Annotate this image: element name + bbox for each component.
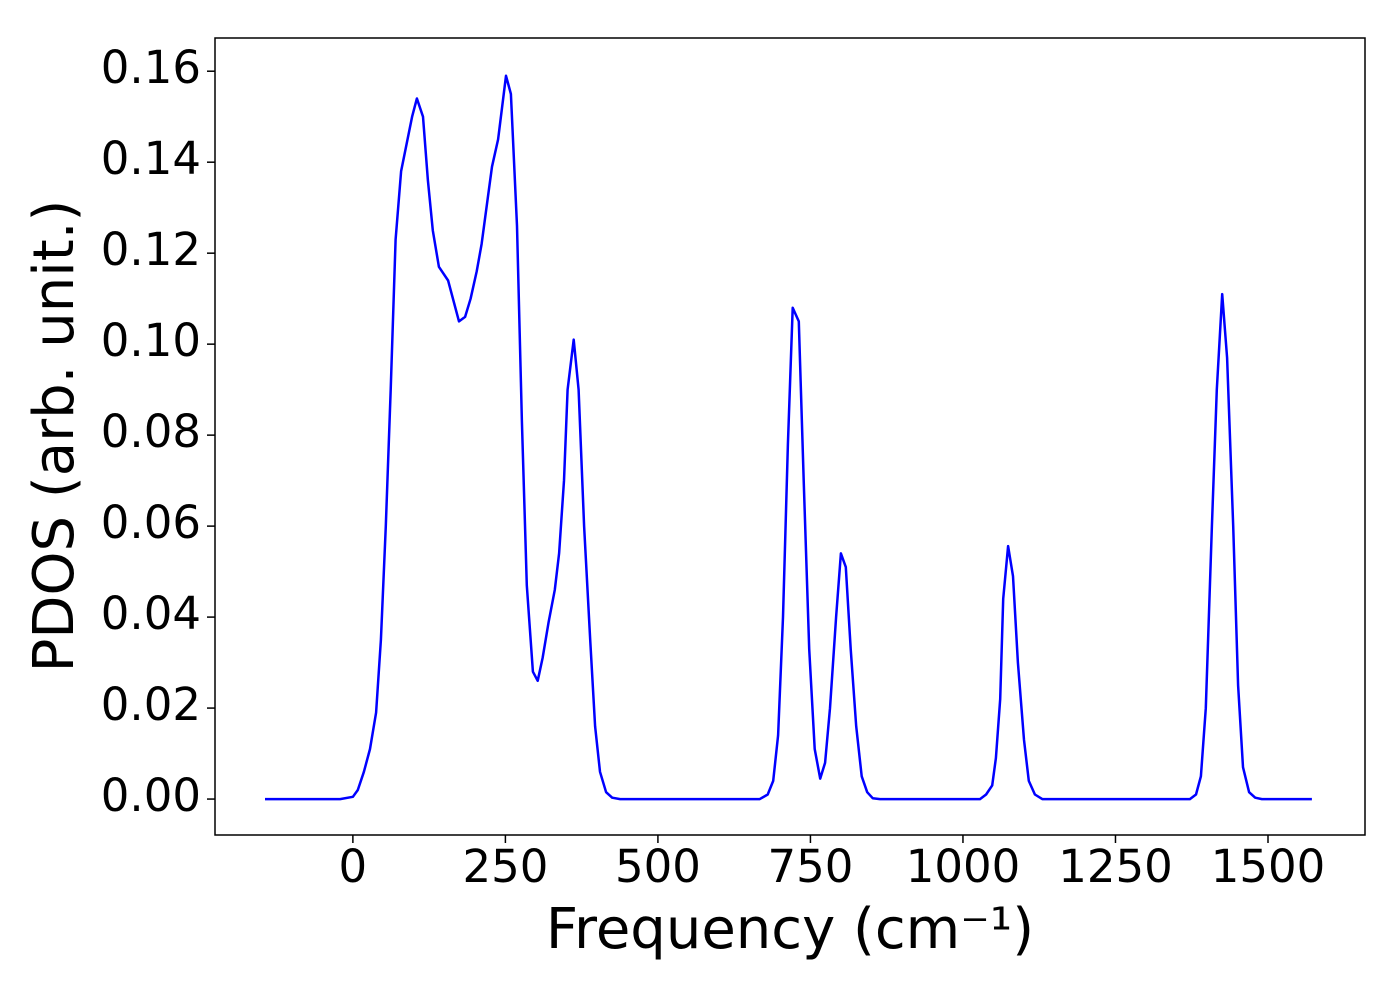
x-tick-label: 250 [462,840,548,893]
x-axis-label: Frequency (cm⁻¹) [546,897,1034,962]
y-tick-label: 0.02 [101,678,201,731]
y-tick-label: 0.06 [101,496,201,549]
y-tick-label: 0.10 [101,314,201,367]
y-tick-label: 0.12 [101,223,201,276]
y-tick-label: 0.08 [101,405,201,458]
plot-frame [214,37,1366,836]
x-tick-label: 1000 [906,840,1021,893]
y-tick-label: 0.00 [101,769,201,822]
data-line [265,74,1312,801]
y-axis-label: PDOS (arb. unit.) [22,200,87,673]
y-tick-label: 0.04 [101,587,201,640]
y-tick-label: 0.14 [101,132,201,185]
x-tick-label: 1250 [1058,840,1173,893]
x-tick-label: 500 [615,840,701,893]
x-tick-label: 1500 [1211,840,1326,893]
y-tick-label: 0.16 [101,41,201,94]
x-tick-label: 0 [339,840,368,893]
x-tick-label: 750 [767,840,853,893]
